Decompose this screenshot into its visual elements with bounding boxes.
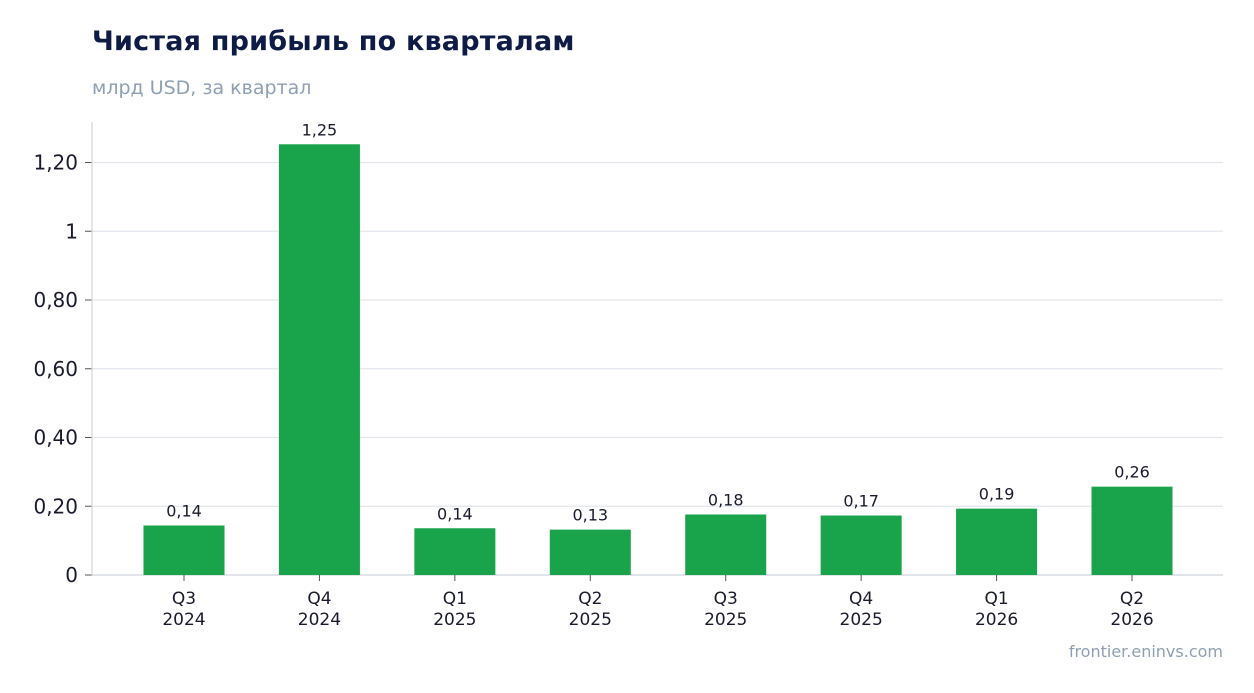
chart-subtitle: млрд USD, за квартал <box>92 77 312 99</box>
data-label: 1,25 <box>302 120 338 139</box>
x-tick-label-quarter: Q4 <box>849 589 873 609</box>
x-tick-label-quarter: Q4 <box>307 589 331 609</box>
data-label: 0,14 <box>437 504 473 523</box>
y-tick-label: 0,20 <box>33 494 78 518</box>
x-tick-label-year: 2025 <box>569 610 612 630</box>
grid-lines <box>92 161 1223 507</box>
x-tick-label-year: 2025 <box>704 610 747 630</box>
bar[interactable] <box>278 144 360 575</box>
chart-title: Чистая прибыль по кварталам <box>92 26 575 57</box>
y-tick-label: 0,40 <box>33 426 78 450</box>
x-tick-label-year: 2026 <box>1110 610 1153 630</box>
bars <box>143 144 1173 576</box>
x-tick-label-quarter: Q1 <box>443 589 467 609</box>
x-tick-label-year: 2025 <box>433 610 476 630</box>
data-label: 0,17 <box>843 492 879 511</box>
y-tick-label: 0,60 <box>33 357 78 381</box>
x-tick-label-quarter: Q2 <box>1120 589 1144 609</box>
data-label: 0,26 <box>1114 463 1150 482</box>
data-label: 0,19 <box>979 485 1015 504</box>
bar[interactable] <box>414 528 496 575</box>
x-tick-label-quarter: Q3 <box>172 589 196 609</box>
x-tick-label-quarter: Q1 <box>984 589 1008 609</box>
source-credit[interactable]: frontier.eninvs.com <box>1068 642 1223 661</box>
x-tick-label-year: 2024 <box>298 610 341 630</box>
bar[interactable] <box>143 525 225 576</box>
y-tick-label: 0,80 <box>33 288 78 312</box>
bar[interactable] <box>1091 486 1173 575</box>
bar[interactable] <box>956 508 1038 575</box>
y-tick-label: 1,20 <box>33 151 78 175</box>
x-tick-label-year: 2025 <box>840 610 883 630</box>
bar[interactable] <box>549 529 631 575</box>
y-tick-label: 0 <box>65 563 78 587</box>
x-tick-label-year: 2026 <box>975 610 1018 630</box>
data-label: 0,13 <box>572 506 608 525</box>
x-tick-label-quarter: Q2 <box>578 589 602 609</box>
x-tick-label-quarter: Q3 <box>714 589 738 609</box>
data-label: 0,14 <box>166 502 202 521</box>
data-labels: 0,14 1,25 0,14 0,13 0,18 0,17 0,19 0,26 <box>166 120 1150 524</box>
data-label: 0,18 <box>708 491 744 510</box>
x-tick-label-year: 2024 <box>162 610 205 630</box>
bar[interactable] <box>685 514 767 576</box>
y-tick-label: 1 <box>65 219 78 243</box>
bar[interactable] <box>820 515 902 575</box>
